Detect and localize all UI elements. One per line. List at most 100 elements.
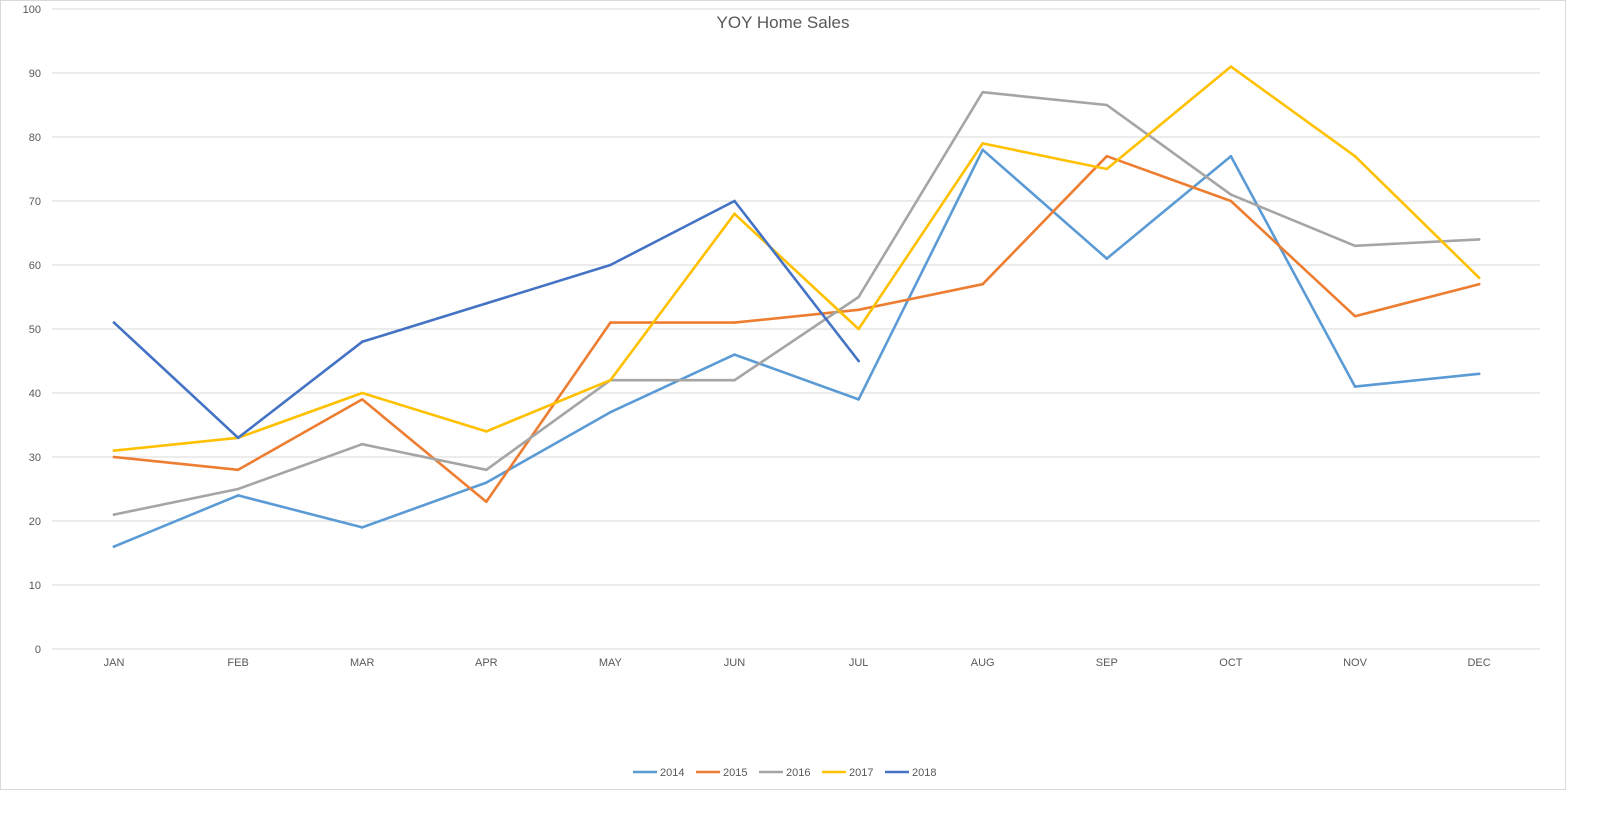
data-point	[1353, 385, 1357, 388]
data-point	[1353, 244, 1357, 248]
x-tick-label: AUG	[971, 657, 995, 669]
data-point	[857, 398, 860, 401]
data-point	[112, 449, 116, 452]
y-tick-label: 20	[29, 516, 41, 528]
x-tick-label: JUL	[849, 657, 869, 669]
series-line	[112, 154, 1481, 504]
data-point	[733, 321, 736, 324]
data-point	[236, 487, 240, 491]
series-group	[112, 65, 1481, 452]
data-point	[236, 494, 240, 497]
legend-item: 2016	[759, 767, 810, 779]
series-group	[112, 90, 1481, 516]
x-tick-label: NOV	[1343, 657, 1368, 669]
data-point	[1229, 65, 1233, 68]
legend-item: 2017	[822, 767, 873, 779]
data-point	[1477, 372, 1481, 376]
series-line	[112, 199, 860, 440]
data-point	[1353, 154, 1357, 158]
x-tick-label: SEP	[1096, 657, 1118, 669]
data-point	[112, 455, 116, 459]
series-lines	[112, 65, 1481, 548]
y-tick-label: 0	[35, 644, 41, 656]
legend: 2014 2015 2016 2017 2018	[633, 767, 936, 779]
x-tick-label: OCT	[1219, 657, 1243, 669]
legend-label: 2018	[912, 767, 936, 779]
data-point	[857, 308, 860, 312]
data-point	[236, 468, 240, 472]
y-tick-label: 60	[29, 260, 41, 272]
data-point	[1229, 154, 1233, 158]
series-line	[112, 65, 1481, 452]
y-tick-label: 80	[29, 132, 41, 144]
legend-label: 2016	[786, 767, 810, 779]
data-point	[609, 263, 612, 267]
data-point	[857, 295, 860, 299]
data-point	[1105, 257, 1109, 260]
data-point	[485, 302, 488, 305]
y-tick-label: 30	[29, 452, 41, 464]
data-point	[857, 359, 860, 363]
data-point	[485, 430, 488, 433]
series-line	[112, 148, 1481, 548]
data-point	[485, 481, 488, 484]
x-tick-label: FEB	[227, 657, 248, 669]
line-chart: YOY Home Sales 0 10 20 30 40 50 60 70 80 90 100 JA…	[23, 4, 1540, 779]
series-group	[112, 154, 1481, 504]
y-tick-label: 70	[29, 196, 41, 208]
data-point	[1477, 276, 1481, 280]
series-line	[112, 90, 1481, 516]
data-point	[112, 321, 116, 324]
y-tick-label: 100	[23, 4, 41, 16]
x-tick-label: MAR	[350, 657, 375, 669]
x-tick-label: MAY	[599, 657, 623, 669]
legend-item: 2018	[885, 767, 936, 779]
data-point	[609, 321, 612, 324]
data-point	[1477, 238, 1481, 241]
data-point	[1229, 199, 1233, 203]
data-point	[360, 391, 364, 395]
data-point	[112, 513, 116, 516]
legend-item: 2014	[633, 767, 684, 779]
data-point	[981, 142, 984, 145]
data-point	[1105, 167, 1109, 171]
data-point	[733, 199, 736, 203]
gridlines	[52, 8, 1540, 650]
data-point	[485, 468, 488, 472]
data-point	[1353, 314, 1357, 318]
data-point	[485, 500, 488, 504]
data-point	[360, 442, 364, 446]
x-tick-label: JUN	[724, 657, 745, 669]
y-tick-label: 40	[29, 388, 41, 400]
x-tick-label: JAN	[104, 657, 125, 669]
series-group	[112, 199, 860, 440]
x-tick-label: DEC	[1467, 657, 1490, 669]
data-point	[981, 90, 984, 94]
data-point	[981, 148, 984, 152]
x-tick-label: APR	[475, 657, 498, 669]
y-tick-label: 50	[29, 324, 41, 336]
legend-label: 2017	[849, 767, 873, 779]
y-axis: 0 10 20 30 40 50 60 70 80 90 100	[23, 4, 41, 656]
data-point	[1105, 154, 1109, 158]
data-point	[733, 353, 736, 356]
data-point	[1477, 282, 1481, 286]
data-point	[733, 378, 736, 382]
legend-item: 2015	[696, 767, 747, 779]
data-point	[609, 410, 612, 414]
data-point	[1105, 103, 1109, 107]
series-group	[112, 148, 1481, 548]
data-point	[112, 545, 116, 548]
data-point	[981, 282, 984, 286]
y-tick-label: 10	[29, 580, 41, 592]
y-tick-label: 90	[29, 68, 41, 80]
data-point	[857, 327, 860, 331]
legend-label: 2014	[660, 767, 684, 779]
data-point	[360, 340, 364, 344]
data-point	[733, 212, 736, 216]
data-point	[1229, 193, 1233, 196]
data-point	[236, 436, 240, 440]
chart-area	[0, 0, 1566, 790]
data-point	[360, 398, 364, 401]
data-point	[360, 526, 364, 529]
